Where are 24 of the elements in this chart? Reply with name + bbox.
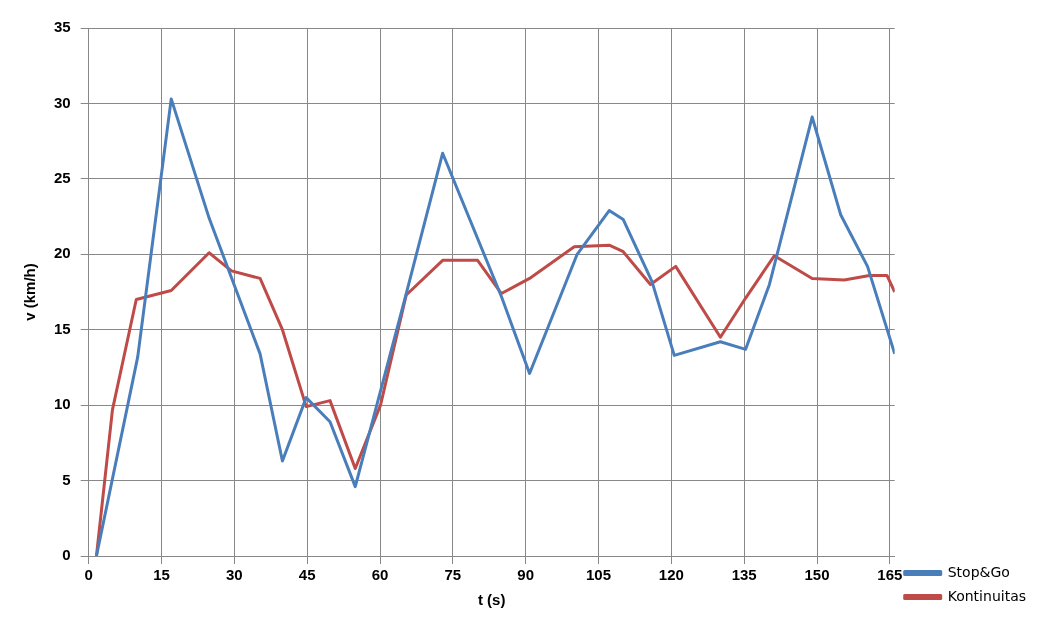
legend-label: Stop&Go xyxy=(947,563,1010,580)
y-tick-label: 30 xyxy=(54,93,71,111)
x-tick-label: 105 xyxy=(586,566,612,584)
x-tick-label: 120 xyxy=(658,566,684,584)
x-tick-label: 150 xyxy=(804,566,830,584)
legend-label: Kontinuitas xyxy=(947,587,1027,604)
x-tick-label: 30 xyxy=(226,566,243,584)
x-tick-label: 15 xyxy=(153,566,170,584)
x-tick-label: 60 xyxy=(371,566,389,584)
y-tick-label: 15 xyxy=(54,319,71,337)
y-tick-label: 5 xyxy=(62,470,71,488)
x-axis-title: t (s) xyxy=(477,591,506,609)
x-tick-label: 75 xyxy=(444,566,462,584)
y-tick-label: 0 xyxy=(62,546,71,564)
y-tick-label: 25 xyxy=(54,169,71,186)
y-tick-label: 10 xyxy=(54,395,71,413)
x-tick-label: 90 xyxy=(517,566,535,584)
x-tick-label: 165 xyxy=(877,566,903,584)
x-tick-label: 0 xyxy=(84,566,93,584)
y-tick-label: 20 xyxy=(54,244,71,262)
x-tick-label: 135 xyxy=(731,566,757,584)
x-tick-label: 45 xyxy=(298,566,316,584)
y-axis-title: v (km/h) xyxy=(21,263,39,321)
y-tick-label: 35 xyxy=(54,18,71,36)
